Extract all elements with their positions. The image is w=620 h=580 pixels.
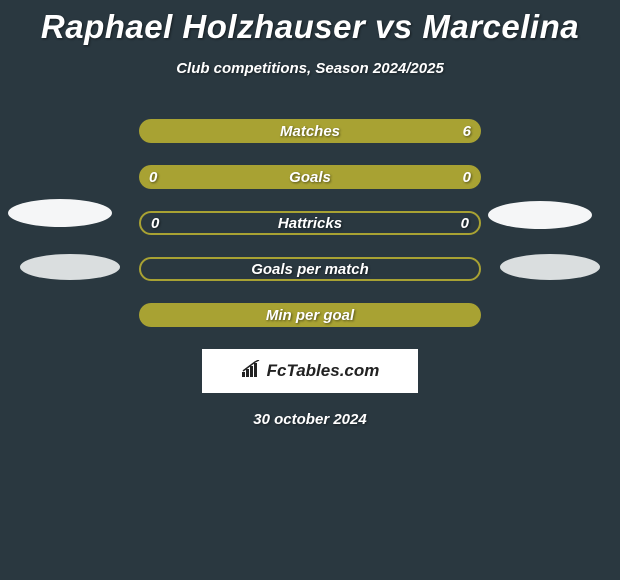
page-title: Raphael Holzhauser vs Marcelina [0, 0, 620, 46]
stat-bar-label: Hattricks [141, 215, 479, 232]
stat-bar-label: Goals [139, 169, 481, 186]
decorative-ellipse [8, 199, 112, 227]
stat-bar-left-value: 0 [149, 169, 157, 186]
stat-bar-label: Matches [139, 123, 481, 140]
stat-bar-left-value: 0 [151, 215, 159, 232]
stat-bar-right-value: 6 [463, 123, 471, 140]
stat-bar: Min per goal [139, 303, 481, 327]
stat-bar-label: Goals per match [141, 261, 479, 278]
stat-bars: Matches6Goals00Hattricks00Goals per matc… [139, 119, 481, 327]
subtitle: Club competitions, Season 2024/2025 [0, 60, 620, 77]
stat-bar-label: Min per goal [139, 307, 481, 324]
logo-box: FcTables.com [202, 349, 418, 393]
logo-text: FcTables.com [267, 361, 380, 381]
stat-bar: Matches6 [139, 119, 481, 143]
stat-bar: Hattricks0 0 [139, 211, 481, 235]
stat-bar-right-value: 0 [463, 169, 471, 186]
decorative-ellipse [488, 201, 592, 229]
stat-bar: Goals per match [139, 257, 481, 281]
date-text: 30 october 2024 [0, 411, 620, 428]
stat-bar-right-value: 0 [461, 215, 469, 232]
decorative-ellipse [500, 254, 600, 280]
bar-chart-icon [241, 360, 263, 383]
decorative-ellipse [20, 254, 120, 280]
stat-bar: Goals0 0 [139, 165, 481, 189]
